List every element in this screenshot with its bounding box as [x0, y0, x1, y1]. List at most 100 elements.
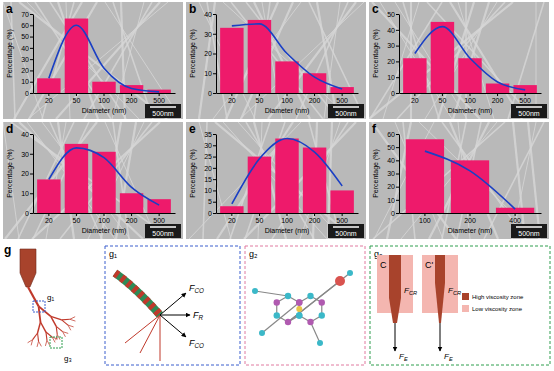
fiber [427, 2, 535, 119]
bar [458, 58, 481, 93]
x-tick: 200 [492, 93, 504, 104]
fiber [240, 2, 364, 119]
x-tick-label: 20 [45, 97, 53, 104]
cone-label: C' [425, 260, 433, 270]
y-tick: 50 [387, 11, 399, 18]
x-tick-mark [314, 93, 315, 96]
bar [275, 61, 298, 93]
x-tick-mark [515, 213, 516, 216]
y-axis: 0102030405060 [387, 131, 399, 217]
bar [120, 193, 143, 213]
y-tick: 60 [21, 22, 33, 29]
fiber [215, 122, 355, 239]
x-tick-label: 100 [281, 217, 293, 224]
panel-letter: c [372, 2, 379, 16]
force-label-sub: R [199, 314, 204, 321]
scale-bar-label: 500nm [152, 230, 174, 237]
scale-bar [516, 226, 542, 228]
fiber [238, 122, 342, 239]
jet-branch [140, 315, 160, 353]
y-tick-label: 70 [21, 11, 29, 18]
y-tick: 40 [21, 131, 33, 138]
x-tick-label: 50 [73, 217, 81, 224]
y-tick-label: 10 [204, 187, 212, 194]
jet-branch [160, 315, 161, 361]
x-tick: 100 [464, 93, 476, 104]
y-tick-mark [396, 77, 399, 78]
panel-letter: a [6, 2, 13, 16]
fiber [246, 2, 338, 119]
y-tick: 30 [387, 170, 399, 177]
y-axis-title: Percentage (%) [6, 149, 14, 198]
x-tick-label: 200 [492, 97, 504, 104]
x-tick-label: 200 [464, 217, 476, 224]
x-tick: 500 [153, 93, 165, 104]
bar [403, 58, 426, 93]
jet-branch [47, 340, 50, 345]
plot: 0102030405060100200400 [387, 131, 541, 224]
fiber [296, 2, 348, 119]
x-tick-mark [104, 93, 105, 96]
force-arrow [160, 293, 186, 315]
marks [406, 139, 534, 213]
marks [403, 22, 537, 93]
panel: 010203040502050100200500Diameter (nm)Per… [369, 2, 549, 119]
x-tick-mark [259, 213, 260, 216]
y-tick-label: 30 [204, 30, 212, 37]
jet-branch [125, 315, 160, 343]
y-tick: 10 [204, 70, 216, 77]
fiber [425, 2, 497, 119]
x-tick: 20 [411, 93, 419, 104]
bar [330, 190, 353, 213]
y-tick-label: 30 [21, 150, 29, 157]
atom [296, 299, 302, 305]
jet-branch [40, 322, 45, 332]
y-tick-label: 35 [204, 131, 212, 138]
atom [296, 299, 302, 305]
y-tick-label: 20 [21, 67, 29, 74]
fit-curve [232, 24, 342, 89]
y-tick: 10 [387, 74, 399, 81]
y-tick-mark [213, 202, 216, 203]
y-tick-mark [213, 93, 216, 94]
sem-background [186, 122, 366, 239]
x-tick-mark [497, 93, 498, 96]
inset-marker [33, 301, 45, 312]
fiber [309, 2, 365, 119]
plot: 0102030402050100200500 [204, 11, 358, 104]
sem-background [3, 2, 183, 119]
sem-image [3, 122, 183, 239]
plot: 0102030405060702050100200500 [21, 11, 175, 104]
sem-image [186, 122, 366, 239]
y-tick-mark [30, 48, 33, 49]
panel: 051015202530352050100200500Diameter (nm)… [186, 122, 366, 239]
sem-background [369, 2, 549, 119]
scale-bar-ground [511, 224, 547, 238]
y-tick-mark [30, 193, 33, 194]
jet-branch [39, 341, 42, 346]
inset-label: g₂ [249, 249, 258, 259]
jet-branch [37, 341, 39, 347]
x-tick: 400 [509, 213, 521, 224]
x-tick-mark [424, 213, 425, 216]
y-tick: 0 [25, 210, 33, 217]
bar [65, 144, 88, 213]
x-tick-mark [104, 213, 105, 216]
bar [65, 19, 88, 93]
bar [220, 28, 243, 93]
inset-marker-label: g₁ [47, 293, 54, 302]
plot: 051015202530352050100200500 [204, 131, 358, 224]
sem-background [3, 122, 183, 239]
y-tick: 20 [204, 165, 216, 172]
jet-branch [62, 320, 68, 325]
atom [296, 312, 302, 318]
atom [259, 330, 265, 336]
y-tick-mark [396, 187, 399, 188]
x-tick-label: 20 [228, 97, 236, 104]
label-patch [63, 353, 74, 363]
atom [347, 270, 353, 276]
fiber [60, 122, 152, 239]
x-tick-label: 100 [98, 217, 110, 224]
x-axis-title: Diameter (nm) [82, 227, 127, 235]
x-axis-title: Diameter (nm) [448, 107, 493, 115]
